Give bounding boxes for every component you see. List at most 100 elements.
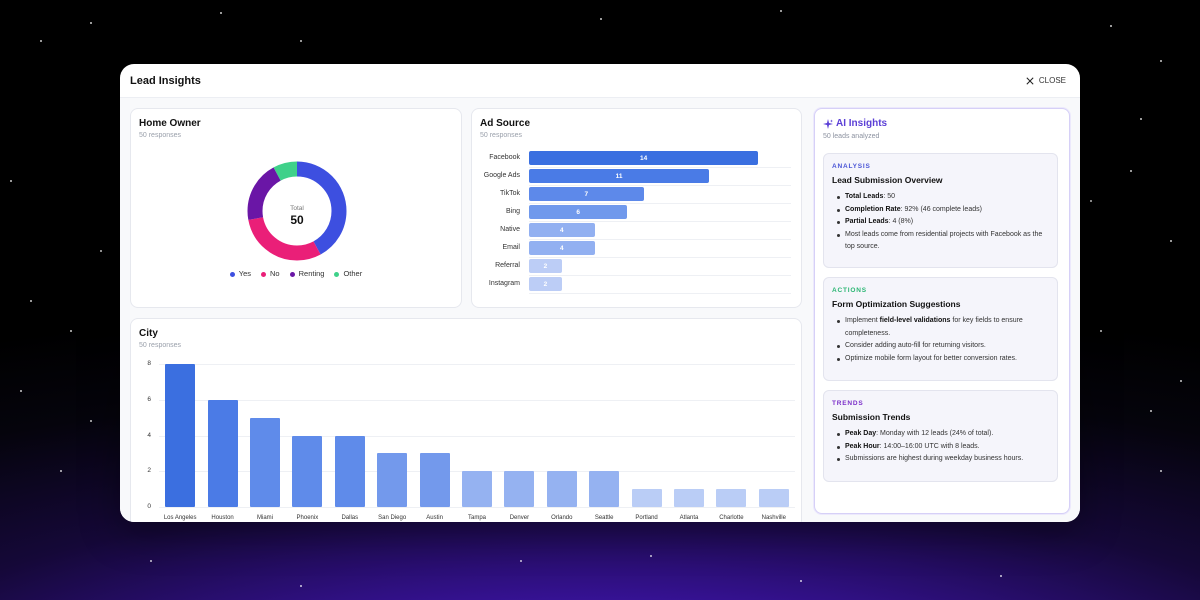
city-title: City (139, 328, 158, 339)
city-x-label: Nashville (761, 515, 786, 521)
city-card: City 50 responses 0 2 4 6 8 Los Angeles Housto… (130, 318, 802, 522)
city-x-label: Denver (509, 515, 530, 521)
legend-item-no[interactable]: No (261, 269, 280, 278)
city-x-label: Phoenix (296, 515, 319, 521)
city-bar[interactable] (674, 489, 704, 507)
home-owner-card: Home Owner 50 responses Total 50 Yes No … (130, 108, 462, 308)
star (1160, 60, 1162, 62)
city-bar[interactable] (589, 471, 620, 507)
star (40, 40, 42, 42)
star (1110, 25, 1112, 27)
city-bar[interactable] (419, 453, 450, 507)
star (1100, 330, 1102, 332)
star (1180, 380, 1182, 382)
legend-item-renting[interactable]: Renting (289, 269, 325, 278)
donut-hole (264, 178, 330, 244)
home-owner-donut-chart: Total 50 (247, 161, 347, 261)
lead-insights-modal: Lead Insights CLOSE Home Owner 50 respon… (120, 64, 1080, 522)
city-bar[interactable] (631, 489, 662, 507)
ai-insights-title: AI Insights (836, 118, 888, 129)
city-subtitle: 50 responses (139, 342, 182, 349)
star (520, 560, 522, 562)
list-item: Partial Leads: 4 (8%) (832, 216, 1049, 229)
list-item: Peak Hour: 14:00–16:00 UTC with 8 leads. (832, 441, 1049, 454)
legend-label-renting: Renting (298, 269, 325, 278)
city-bar[interactable] (546, 471, 577, 507)
star (30, 300, 32, 302)
city-x-label: Atlanta (679, 515, 699, 521)
ad-source-bar[interactable]: 7 (529, 187, 644, 201)
close-icon (1026, 76, 1034, 85)
star (650, 555, 652, 557)
city-bar[interactable] (250, 417, 280, 507)
close-label: CLOSE (1038, 76, 1066, 85)
close-button[interactable]: CLOSE (1026, 76, 1066, 85)
ad-source-bar[interactable]: 4 (529, 223, 595, 237)
ad-source-label: Email (502, 244, 520, 251)
star (70, 330, 72, 332)
legend-label-no: No (270, 269, 280, 278)
ad-source-label: Referral (495, 262, 520, 269)
donut-slice-renting[interactable] (247, 161, 347, 261)
ad-source-gridline (529, 293, 791, 294)
home-owner-legend: Yes No Renting Other (131, 269, 461, 278)
sparkle-icon (823, 118, 833, 129)
ad-source-bar[interactable]: 14 (529, 151, 759, 165)
ad-source-bar[interactable]: 4 (529, 241, 595, 255)
legend-dot-renting (289, 271, 295, 277)
trends-list: Peak Day: Monday with 12 leads (24% of t… (832, 428, 1049, 466)
list-item: Completion Rate: 92% (46 complete leads) (832, 204, 1049, 217)
city-bar[interactable] (504, 471, 535, 507)
star (800, 580, 802, 582)
star (100, 250, 102, 252)
city-bar[interactable] (207, 399, 238, 507)
city-bar[interactable] (334, 435, 365, 507)
ad-source-label: TikTok (500, 190, 520, 197)
city-bar[interactable] (462, 471, 492, 507)
donut-total-label: Total (290, 205, 304, 212)
legend-item-yes[interactable]: Yes (229, 269, 251, 278)
list-item: Optimize mobile form layout for better c… (832, 353, 1049, 366)
list-item: Consider adding auto-fill for returning … (832, 340, 1049, 353)
city-y-tick: 6 (147, 395, 151, 403)
star (600, 18, 602, 20)
ai-insights-heading: AI Insights (823, 118, 887, 129)
ai-insights-subtitle: 50 leads analyzed (823, 133, 880, 140)
ad-source-card: Ad Source 50 responses Facebook 14 Google … (471, 108, 802, 308)
city-bar[interactable] (758, 489, 789, 507)
city-bar[interactable] (716, 489, 747, 507)
city-x-label: Austin (426, 515, 443, 521)
star (220, 12, 222, 14)
ad-source-label: Google Ads (483, 172, 520, 179)
city-x-label: Dallas (341, 515, 359, 521)
list-item: Implement field-level validations for ke… (832, 315, 1049, 340)
star (1160, 470, 1162, 472)
city-bar[interactable] (292, 435, 323, 507)
home-owner-subtitle: 50 responses (139, 132, 182, 139)
ad-source-bar[interactable]: 6 (529, 205, 628, 219)
ad-source-label: Native (500, 226, 520, 233)
ad-source-bar[interactable]: 2 (529, 277, 562, 291)
list-item: Peak Day: Monday with 12 leads (24% of t… (832, 428, 1049, 441)
legend-dot-yes (229, 271, 235, 277)
home-owner-title: Home Owner (139, 118, 201, 129)
donut-slice-no[interactable] (247, 161, 347, 261)
city-bar[interactable] (377, 453, 408, 507)
ad-source-bar[interactable]: 11 (529, 169, 710, 183)
donut-slice-other[interactable] (247, 161, 347, 261)
city-gridline (159, 399, 795, 401)
list-item: Most leads come from residential project… (832, 229, 1049, 254)
city-bar[interactable] (165, 364, 196, 507)
legend-dot-other (334, 271, 340, 277)
modal-title: Lead Insights (130, 74, 201, 87)
star (20, 390, 22, 392)
legend-label-other: Other (343, 269, 363, 278)
ad-source-bar[interactable]: 2 (529, 259, 562, 273)
trends-section: TRENDS Submission Trends Peak Day: Monda… (823, 390, 1058, 482)
legend-item-other[interactable]: Other (334, 269, 362, 278)
ad-source-label: Instagram (488, 280, 520, 287)
city-gridline (159, 507, 795, 508)
donut-total-value: 50 (290, 213, 304, 227)
list-item: Total Leads: 50 (832, 191, 1049, 204)
analysis-heading: Lead Submission Overview (832, 175, 943, 185)
